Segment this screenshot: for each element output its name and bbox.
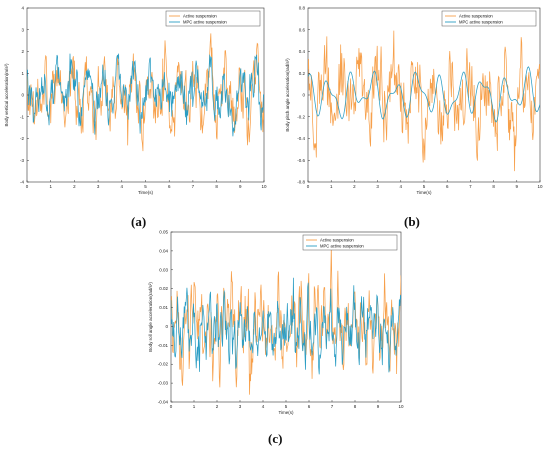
series-line-mpc-active-suspension [308, 66, 540, 123]
x-tick-label: 5 [144, 184, 147, 189]
x-tick-label: 4 [262, 404, 265, 409]
x-tick-label: 6 [308, 404, 311, 409]
x-tick-label: 1 [193, 404, 196, 409]
x-tick-label: 7 [469, 184, 472, 189]
chart-c: 0 1 2 3 4 5 6 7 8 9 10 -0.04 -0.03 -0.02 -0.01 0 0.01 0.0… [148, 230, 404, 416]
panel-label-a: (a) [131, 214, 147, 229]
x-tick-label: 2 [73, 184, 76, 189]
y-tick-label: -0.01 [158, 343, 169, 348]
y-tick-label: -0.03 [158, 381, 169, 386]
y-tick-label: -0.8 [297, 180, 305, 185]
series-line-active-suspension [308, 30, 540, 172]
x-tick-label: 0 [307, 184, 310, 189]
legend-box [165, 10, 261, 27]
x-tick-label: 4 [400, 184, 403, 189]
y-axis-label: Body vertical acceleration(m/s²) [4, 63, 9, 127]
chart-b: 0 1 2 3 4 5 6 7 8 9 10 -0.8 -0.6 -0.4 -0.2 0 0.2 0.4 0.6 0.… [285, 6, 543, 196]
x-tick-label: 3 [376, 184, 379, 189]
y-tick-label: -0.6 [297, 158, 305, 163]
x-tick-label: 6 [446, 184, 449, 189]
y-tick-label: 1 [21, 71, 24, 76]
x-axis-label: Time(s) [278, 410, 294, 415]
y-tick-label: 0 [302, 93, 305, 98]
y-tick-label: -3 [20, 158, 24, 163]
legend-entry: Active suspension [320, 238, 354, 243]
legend-box [302, 234, 398, 251]
y-tick-label: 0.2 [299, 71, 306, 76]
legend-box [441, 10, 537, 27]
x-tick-label: 0 [26, 184, 29, 189]
x-tick-label: 10 [537, 184, 543, 189]
y-tick-label: 0.02 [159, 286, 168, 291]
x-axis-label: Time(s) [138, 190, 154, 195]
x-tick-label: 0 [170, 404, 173, 409]
legend-entry: MPC active suspension [183, 20, 227, 25]
x-tick-label: 8 [492, 184, 495, 189]
y-tick-label: 0.01 [159, 305, 168, 310]
x-tick-label: 3 [239, 404, 242, 409]
chart-a: 0 1 2 3 4 5 6 7 8 9 10 -4 -3 -2 -1 0 1 2 3 4 Time(s) Body ver… [4, 6, 267, 196]
panel-label-c: (c) [268, 431, 283, 446]
x-tick-label: 2 [216, 404, 219, 409]
x-tick-label: 7 [331, 404, 334, 409]
x-tick-label: 9 [239, 184, 242, 189]
y-axis-label: Body roll angle acceleration(rad/s²) [148, 282, 153, 352]
x-tick-label: 9 [516, 184, 519, 189]
x-tick-label: 1 [49, 184, 52, 189]
y-tick-label: -0.2 [297, 114, 305, 119]
panel-label-b: (b) [404, 214, 420, 229]
legend-entry: MPC active suspension [320, 244, 364, 249]
x-tick-label: 5 [285, 404, 288, 409]
x-tick-label: 10 [261, 184, 267, 189]
x-tick-label: 1 [330, 184, 333, 189]
x-tick-label: 8 [215, 184, 218, 189]
x-tick-label: 8 [354, 404, 357, 409]
series-line-mpc-active-suspension [171, 277, 401, 375]
y-tick-label: -2 [20, 136, 24, 141]
y-tick-label: 3 [21, 27, 24, 32]
y-tick-label: 0.05 [159, 230, 168, 235]
x-tick-label: 7 [192, 184, 195, 189]
y-tick-label: -0.02 [158, 362, 169, 367]
y-tick-label: 0 [21, 93, 24, 98]
series-line-active-suspension [171, 247, 401, 395]
plot-area [170, 231, 402, 403]
y-tick-label: 4 [21, 6, 24, 11]
y-tick-label: 0.4 [299, 49, 306, 54]
legend-entry: Active suspension [459, 14, 493, 19]
y-tick-label: 0.6 [299, 27, 306, 32]
series-line-mpc-active-suspension [27, 53, 264, 137]
x-tick-label: 4 [121, 184, 124, 189]
legend-entry: MPC active suspension [459, 20, 503, 25]
y-tick-label: 2 [21, 49, 24, 54]
y-tick-label: -0.4 [297, 136, 305, 141]
y-axis-label: Body pitch angle acceleration(rad/s²) [285, 58, 290, 132]
x-tick-label: 6 [168, 184, 171, 189]
y-tick-label: -1 [20, 114, 24, 119]
legend-entry: Active suspension [183, 14, 217, 19]
x-tick-label: 3 [97, 184, 100, 189]
x-tick-label: 10 [398, 404, 404, 409]
x-axis-label: Time(s) [416, 190, 432, 195]
y-tick-label: 0.8 [299, 6, 306, 11]
y-tick-label: -4 [20, 180, 24, 185]
y-tick-label: 0 [165, 324, 168, 329]
x-tick-label: 5 [423, 184, 426, 189]
x-tick-label: 9 [377, 404, 380, 409]
y-tick-label: -0.04 [158, 400, 169, 405]
y-tick-label: 0.04 [159, 248, 168, 253]
x-tick-label: 2 [353, 184, 356, 189]
y-tick-label: 0.03 [159, 267, 168, 272]
